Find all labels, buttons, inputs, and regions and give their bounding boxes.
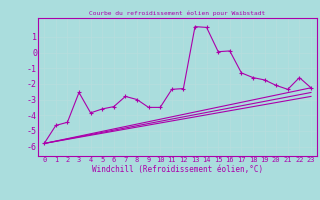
Title: Courbe du refroidissement éolien pour Waibstadt: Courbe du refroidissement éolien pour Wa… [90,11,266,16]
X-axis label: Windchill (Refroidissement éolien,°C): Windchill (Refroidissement éolien,°C) [92,165,263,174]
